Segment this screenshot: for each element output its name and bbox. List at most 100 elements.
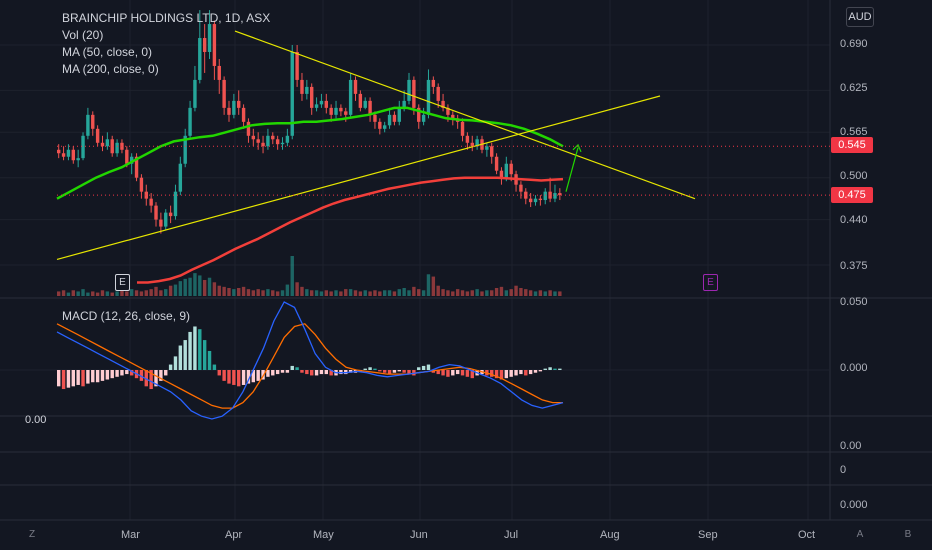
volume-bar [451,291,455,296]
volume-bar [368,291,372,296]
volume-bar [412,286,416,296]
candle-body [310,86,314,108]
macd-histogram-bar [543,368,547,370]
volume-bar [110,292,114,296]
macd-line [56,301,564,420]
candle-body [402,100,406,108]
price-tag-545: 0.545 [831,137,873,153]
macd-histogram-bar [368,367,372,370]
macd-histogram-bar [494,370,499,379]
candle-body [164,212,168,227]
candle-body [168,212,173,217]
macd-histogram-bar [115,370,119,377]
volume-bar [334,290,338,296]
volume-bar [144,290,148,296]
ma50-line [56,106,564,200]
candle-body [407,79,411,101]
macd-histogram-bar [66,370,71,388]
volume-bar [426,274,431,296]
legend-ma200[interactable]: MA (200, close, 0) [62,62,159,76]
candle-body [509,163,513,175]
volume-bar [436,285,440,296]
candle-body [392,114,397,122]
x-tick-label: May [313,529,334,541]
lower-tick-label: 0.00 [840,440,862,452]
macd-histogram-bar [465,370,470,377]
volume-bar [494,288,499,296]
legend-volume[interactable]: Vol (20) [62,28,104,42]
volume-bar [280,290,285,296]
macd-histogram-bar [212,364,217,370]
price-tag-475: 0.475 [831,187,873,203]
candle-body [417,107,421,122]
candle-body [314,104,319,108]
macd-histogram-bar [455,370,460,375]
macd-histogram-bar [91,370,95,383]
volume-bar [455,289,460,296]
volume-bar [57,291,61,296]
macd-histogram-bar [202,340,207,370]
candle-body [538,198,543,201]
candle-body [237,100,241,108]
volume-bar [71,290,76,296]
macd-histogram-bar [110,370,114,379]
volume-bar [397,289,401,296]
candle-body [129,156,134,164]
volume-bar [188,277,192,296]
volume-bar [363,290,367,296]
bar-mode-button[interactable]: B [904,529,912,540]
projection-arrow [565,147,579,192]
volume-bar [86,292,90,296]
y-tick-label: 0.690 [840,38,868,50]
volume-bar [183,278,187,296]
candle-body [339,107,343,112]
earnings-event-marker[interactable]: E [703,274,718,291]
macd-histogram-bar [300,370,304,373]
candle-body [490,146,494,157]
volume-bar [499,286,504,296]
macd-histogram-bar [392,370,397,373]
x-tick-label: Jun [410,529,428,541]
macd-histogram-bar [509,370,513,377]
candle-body [397,107,401,122]
volume-bar [271,290,275,296]
x-tick-label: Sep [698,529,718,541]
macd-legend[interactable]: MACD (12, 26, close, 9) [62,309,191,323]
volume-bar [193,273,197,296]
macd-histogram-bar [256,370,260,381]
timezone-button[interactable]: Z [28,529,36,540]
macd-histogram-bar [57,370,61,387]
candle-body [139,177,144,192]
macd-histogram-bar [319,370,324,375]
candle-body [207,24,212,52]
macd-histogram-bar [426,364,431,370]
macd-signal-line [56,323,563,409]
candle-body [261,142,265,147]
legend-ma50[interactable]: MA (50, close, 0) [62,45,153,59]
candle-body [358,93,363,108]
volume-bar [548,290,552,296]
macd-histogram-bar [446,370,450,377]
candle-body [305,86,309,94]
macd-histogram-bar [558,368,562,370]
macd-tick-label: 0.000 [840,362,868,374]
candle-body [290,51,294,136]
candle-body [76,158,80,161]
volume-bar [475,289,479,296]
currency-button[interactable]: AUD [846,7,874,27]
earnings-event-marker[interactable]: E [115,274,130,291]
macd-histogram-bar [120,370,124,376]
candle-body [543,191,547,201]
volume-bar [100,290,105,296]
candle-body [334,107,338,115]
macd-histogram-bar [144,370,148,387]
macd-histogram-bar [407,370,411,375]
macd-histogram-bar [441,370,445,376]
auto-scale-button[interactable]: A [856,529,864,540]
macd-histogram-bar [329,370,333,376]
volume-bar [129,289,134,296]
x-tick-label: Mar [121,529,140,541]
volume-bar [125,291,129,296]
volume-bar [558,291,562,296]
